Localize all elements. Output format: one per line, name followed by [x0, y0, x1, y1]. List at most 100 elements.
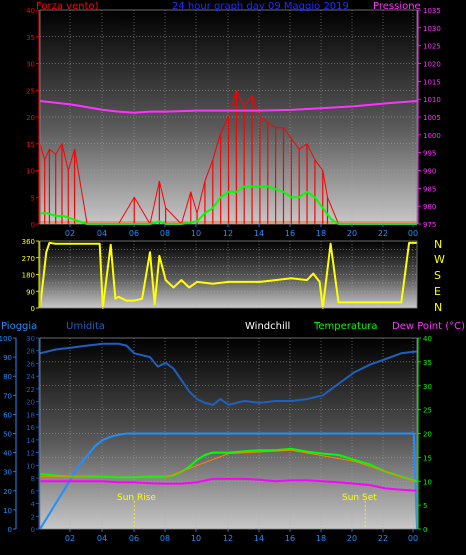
rain-axis-title: Pioggia: [1, 321, 38, 332]
wind-panel-xtick-label: 18: [316, 229, 326, 238]
rain-y-tick-label: 80: [3, 373, 12, 381]
pressure-y-tick-label: 1020: [423, 61, 441, 69]
wind-speed-line: [39, 89, 417, 225]
rain-y-tick-label: 40: [3, 450, 12, 458]
direction-letter-w: W: [434, 253, 445, 266]
wind-y-tick-label: 35: [26, 34, 35, 42]
wind-panel-frame: [39, 9, 418, 225]
climate-panel-xtick-label: 02: [65, 534, 75, 543]
climate-panel-xtick-label: 20: [347, 534, 357, 543]
direction-panel-frame: [39, 240, 418, 309]
direction-letter-e: E: [434, 285, 441, 298]
wind-panel-xtick-label: 20: [347, 229, 357, 238]
wind-panel-xtick-label: 02: [65, 229, 75, 238]
climate-panel-xtick-label: 22: [378, 534, 388, 543]
rain-y-tick-label: 90: [3, 354, 12, 362]
pressure-y-tick-label: 1035: [423, 7, 441, 15]
direction-y-tick-label: 0: [31, 305, 35, 313]
humidity-y-tick-label: 10: [26, 462, 35, 470]
pressure-y-tick-label: 1015: [423, 78, 441, 86]
wind-panel-xtick-label: 22: [378, 229, 388, 238]
rain-line: [39, 432, 418, 530]
climate-panel-frame: [39, 337, 418, 530]
humidity-y-tick-label: 12: [26, 450, 35, 458]
wind-panel-xtick-label: 14: [254, 229, 264, 238]
pressure-line: [39, 100, 418, 114]
pressure-y-tick-label: 975: [423, 221, 436, 229]
windchill-legend: Windchill: [245, 321, 291, 332]
windchill-line: [39, 449, 418, 483]
pressure-y-tick-label: 1030: [423, 25, 441, 33]
wind-y-tick-label: 40: [26, 7, 35, 15]
direction-y-tick-label: 180: [22, 272, 35, 280]
dewpoint-line: [40, 477, 418, 492]
rain-y-tick-label: 20: [3, 488, 12, 496]
humidity-line: [39, 342, 418, 406]
climate-panel-xtick-label: 14: [254, 534, 264, 543]
humidity-y-tick-label: 28: [26, 348, 35, 356]
rain-y-tick-label: 70: [3, 392, 12, 400]
humidity-y-tick-label: 8: [31, 475, 35, 483]
humidity-y-tick-label: 24: [26, 373, 35, 381]
temperature-y-tick-label: 15: [423, 454, 432, 462]
wind-panel-xtick-label: 10: [191, 229, 201, 238]
rain-y-tick-label: 100: [0, 335, 12, 343]
wind-panel-xtick-label: 12: [223, 229, 233, 238]
pressure-y-tick-label: 1005: [423, 114, 441, 122]
wind-panel-xtick-label: 16: [285, 229, 295, 238]
climate-panel-xtick-label: 10: [191, 534, 201, 543]
humidity-y-tick-label: 30: [26, 335, 35, 343]
climate-panel-xtick-label: 08: [160, 534, 170, 543]
temperature-legend: Temperatura: [314, 321, 378, 332]
humidity-y-tick-label: 14: [26, 437, 35, 445]
wind-direction-line: [39, 241, 417, 309]
wind-y-tick-label: 15: [26, 141, 35, 149]
wind-panel-xtick-label: 08: [160, 229, 170, 238]
humidity-y-tick-label: 4: [31, 501, 36, 509]
dewpoint-axis-title: Dew Point (°C): [392, 321, 466, 332]
climate-panel-xtick-label: 16: [285, 534, 295, 543]
humidity-axis-title: Umidita: [66, 321, 106, 332]
pressure-y-tick-label: 1000: [423, 132, 441, 140]
direction-y-tick-label: 270: [22, 255, 35, 263]
direction-y-tick-label: 90: [26, 288, 35, 296]
humidity-y-tick-label: 22: [26, 386, 35, 394]
wind-y-tick-label: 10: [26, 168, 35, 176]
wind-axis-title: Forza vento): [36, 1, 99, 12]
temperature-y-tick-label: 5: [423, 502, 427, 510]
chart-title: 24 hour graph day 09 Maggio 2019: [172, 1, 349, 12]
wind-gust-line: [40, 185, 417, 225]
direction-letter-n-top: N: [434, 238, 443, 251]
rain-y-tick-label: 30: [3, 469, 12, 477]
humidity-y-tick-label: 16: [26, 424, 35, 432]
wind-panel-xtick-label: 00: [408, 229, 418, 238]
humidity-y-tick-label: 26: [26, 360, 35, 368]
temperature-y-tick-label: 40: [423, 335, 432, 343]
humidity-y-tick-label: 20: [26, 399, 35, 407]
wind-panel-xtick-label: 06: [129, 229, 139, 238]
direction-panel-background: [40, 241, 417, 308]
pressure-y-tick-label: 1025: [423, 43, 441, 51]
wind-y-tick-label: 25: [26, 87, 35, 95]
wind-y-tick-label: 0: [31, 221, 35, 229]
climate-panel-xtick-label: 18: [316, 534, 326, 543]
climate-panel-xtick-label: 00: [408, 534, 418, 543]
wind-y-tick-label: 20: [26, 114, 35, 122]
humidity-y-tick-label: 6: [31, 488, 36, 496]
wind-y-tick-label: 5: [31, 194, 35, 202]
rain-y-tick-label: 60: [3, 411, 12, 419]
climate-panel-xtick-label: 06: [129, 534, 139, 543]
rain-y-tick-label: 10: [3, 507, 12, 515]
rain-y-tick-label: 0: [8, 526, 12, 534]
pressure-y-tick-label: 980: [423, 203, 436, 211]
humidity-y-tick-label: 0: [31, 526, 35, 534]
pressure-y-tick-label: 1010: [423, 96, 441, 104]
temperature-y-tick-label: 35: [423, 359, 432, 367]
pressure-y-tick-label: 990: [423, 168, 436, 176]
temperature-y-tick-label: 30: [423, 383, 432, 391]
rain-y-tick-label: 50: [3, 431, 12, 439]
sun-rise-label: Sun Rise: [117, 493, 156, 503]
humidity-y-tick-label: 2: [31, 513, 35, 521]
wind-panel-xtick-label: 04: [97, 229, 107, 238]
